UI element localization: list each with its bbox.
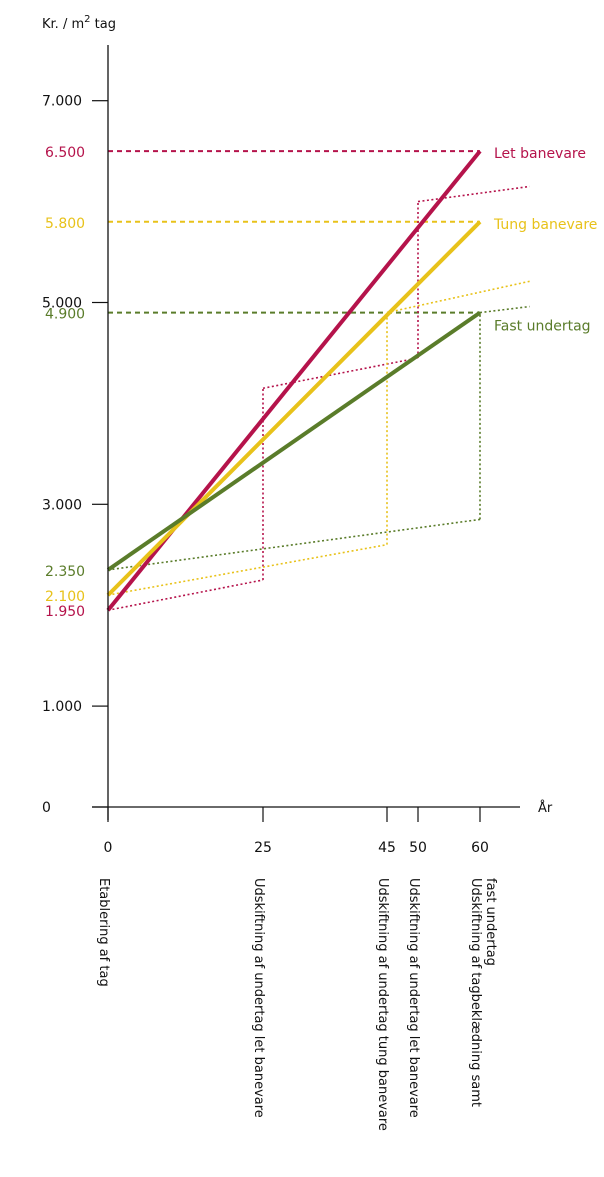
- series-lines: [106, 149, 482, 612]
- series-name-label: Let banevare: [494, 146, 586, 162]
- series-total-line: [106, 220, 482, 597]
- x-event-label: Udskiftning af undertag tung banevare: [375, 878, 390, 1131]
- x-tick-label: 60: [471, 840, 489, 856]
- x-tick-label: 50: [409, 840, 427, 856]
- x-event-label: Udskiftning af tagbeklædning samt: [468, 878, 483, 1107]
- dotted-segment: [107, 579, 264, 612]
- series-name-label: Fast undertag: [494, 319, 591, 335]
- y-tick-label: 7.000: [42, 94, 82, 110]
- y-tick-label: 1.000: [42, 699, 82, 715]
- series-end-label: 6.500: [45, 145, 85, 161]
- guide-lines: [108, 150, 480, 314]
- x-axis-label: År: [538, 800, 553, 816]
- axis-ticks: 0 1.000 3.000 5.000 7.000 0 25 45 50 60: [42, 94, 489, 856]
- dotted-segment: [479, 305, 530, 314]
- dotted-segment: [417, 185, 530, 203]
- x-event-label: fast undertag: [483, 878, 498, 966]
- dotted-lines: [107, 185, 530, 612]
- series-name-label: Tung banevare: [493, 217, 597, 233]
- series-total-line: [106, 310, 482, 572]
- dotted-segment: [107, 518, 481, 571]
- y-axis-label-prefix: Kr. / m: [42, 17, 84, 32]
- y-tick-label: 0: [42, 800, 51, 816]
- series-start-label: 2.100: [45, 589, 85, 605]
- labels: Kr. / m2 tag År Etablering af tag Udskift…: [42, 14, 597, 1131]
- x-event-label: Udskiftning af undertag let banevare: [406, 878, 421, 1118]
- series-end-label: 4.900: [45, 307, 85, 323]
- y-axis-label: Kr. / m2 tag: [42, 14, 116, 32]
- series-end-label: 5.800: [45, 216, 85, 232]
- series-start-label: 1.950: [45, 604, 85, 620]
- x-event-label: Etablering af tag: [96, 878, 111, 987]
- dotted-segment: [386, 280, 530, 314]
- x-tick-label: 45: [378, 840, 396, 856]
- y-axis-label-suffix: tag: [91, 17, 116, 32]
- x-tick-label: 25: [254, 840, 272, 856]
- axes: [92, 45, 520, 820]
- x-event-label: Udskiftning af undertag let banevare: [251, 878, 266, 1118]
- y-tick-label: 5.000: [42, 296, 82, 312]
- dotted-segment: [262, 357, 419, 390]
- series-start-label: 2.350: [45, 564, 85, 580]
- y-tick-label: 3.000: [42, 497, 82, 513]
- x-tick-label: 0: [104, 840, 113, 856]
- y-axis-label-sup: 2: [84, 14, 90, 25]
